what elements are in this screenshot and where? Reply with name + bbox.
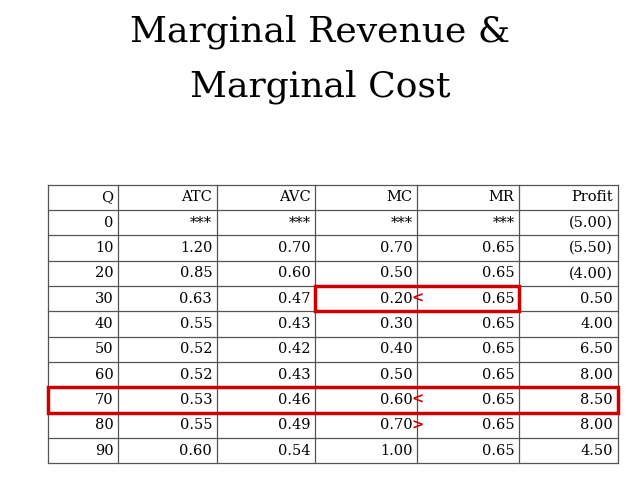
Text: 0.55: 0.55 [180,418,212,432]
Text: MR: MR [489,191,515,204]
Text: Profit: Profit [572,191,613,204]
Text: 0.65: 0.65 [482,444,515,457]
Text: 0.53: 0.53 [180,393,212,407]
Text: 8.00: 8.00 [580,368,613,382]
Text: (5.00): (5.00) [569,216,613,230]
Text: (4.00): (4.00) [569,266,613,280]
Text: 0.65: 0.65 [482,342,515,356]
Text: 0.55: 0.55 [180,317,212,331]
Text: 0.65: 0.65 [482,368,515,382]
Text: 8.50: 8.50 [580,393,613,407]
Text: 30: 30 [95,292,113,306]
Text: >: > [411,418,423,432]
Text: 0.50: 0.50 [380,266,413,280]
Text: 0.30: 0.30 [380,317,413,331]
Text: 0.60: 0.60 [278,266,311,280]
Text: 0.65: 0.65 [482,317,515,331]
Text: 0.43: 0.43 [278,317,311,331]
Text: 60: 60 [95,368,113,382]
Text: MC: MC [387,191,413,204]
Text: 0.65: 0.65 [482,393,515,407]
Text: 0.63: 0.63 [179,292,212,306]
Text: 0.42: 0.42 [278,342,311,356]
Text: 0.60: 0.60 [179,444,212,457]
Text: Marginal Cost: Marginal Cost [189,70,451,104]
Bar [48,387,618,413]
Text: ***: *** [190,216,212,230]
Text: 0.70: 0.70 [380,418,413,432]
Text: 80: 80 [95,418,113,432]
Text: 0.70: 0.70 [278,241,311,255]
Text: 0.49: 0.49 [278,418,311,432]
Text: <: < [411,292,423,306]
Text: 0.43: 0.43 [278,368,311,382]
Text: 0: 0 [104,216,113,230]
Text: Marginal Revenue &: Marginal Revenue & [130,14,510,49]
Text: 0.65: 0.65 [482,418,515,432]
Text: (5.50): (5.50) [569,241,613,255]
Text: 0.85: 0.85 [180,266,212,280]
Text: ATC: ATC [181,191,212,204]
Text: 0.47: 0.47 [278,292,311,306]
Text: 0.65: 0.65 [482,292,515,306]
Text: 4.50: 4.50 [580,444,613,457]
Text: 0.20: 0.20 [380,292,413,306]
Text: 6.50: 6.50 [580,342,613,356]
Text: 0.65: 0.65 [482,241,515,255]
Text: 8.00: 8.00 [580,418,613,432]
Text: 40: 40 [95,317,113,331]
Text: 0.40: 0.40 [380,342,413,356]
Text: 1.00: 1.00 [380,444,413,457]
Text: 0.70: 0.70 [380,241,413,255]
Text: ***: *** [390,216,413,230]
Text: 0.46: 0.46 [278,393,311,407]
Text: ***: *** [289,216,311,230]
Text: 90: 90 [95,444,113,457]
Text: 4.00: 4.00 [580,317,613,331]
Text: <: < [411,393,423,407]
Text: 0.50: 0.50 [380,368,413,382]
Bar [316,286,519,312]
Text: 20: 20 [95,266,113,280]
Text: Q: Q [101,191,113,204]
Text: ***: *** [492,216,515,230]
Text: 0.54: 0.54 [278,444,311,457]
Text: 70: 70 [95,393,113,407]
Text: 0.50: 0.50 [580,292,613,306]
Text: 0.65: 0.65 [482,266,515,280]
Text: 0.52: 0.52 [180,368,212,382]
Text: 50: 50 [95,342,113,356]
Text: 0.52: 0.52 [180,342,212,356]
Text: AVC: AVC [279,191,311,204]
Text: 1.20: 1.20 [180,241,212,255]
Text: 10: 10 [95,241,113,255]
Text: 0.60: 0.60 [380,393,413,407]
